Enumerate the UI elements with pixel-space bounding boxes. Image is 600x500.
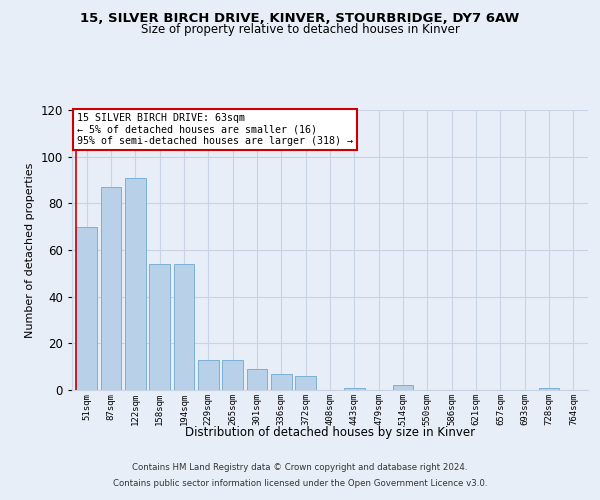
Bar bbox=[539, 388, 559, 390]
Bar bbox=[344, 388, 365, 390]
Bar bbox=[198, 360, 218, 390]
Y-axis label: Number of detached properties: Number of detached properties bbox=[25, 162, 35, 338]
Text: Distribution of detached houses by size in Kinver: Distribution of detached houses by size … bbox=[185, 426, 475, 439]
Text: Contains public sector information licensed under the Open Government Licence v3: Contains public sector information licen… bbox=[113, 478, 487, 488]
Bar bbox=[173, 264, 194, 390]
Text: Contains HM Land Registry data © Crown copyright and database right 2024.: Contains HM Land Registry data © Crown c… bbox=[132, 464, 468, 472]
Bar bbox=[271, 374, 292, 390]
Text: 15, SILVER BIRCH DRIVE, KINVER, STOURBRIDGE, DY7 6AW: 15, SILVER BIRCH DRIVE, KINVER, STOURBRI… bbox=[80, 12, 520, 26]
Bar bbox=[295, 376, 316, 390]
Bar bbox=[222, 360, 243, 390]
Bar bbox=[247, 369, 268, 390]
Bar bbox=[149, 264, 170, 390]
Bar bbox=[76, 226, 97, 390]
Text: Size of property relative to detached houses in Kinver: Size of property relative to detached ho… bbox=[140, 22, 460, 36]
Bar bbox=[125, 178, 146, 390]
Text: 15 SILVER BIRCH DRIVE: 63sqm
← 5% of detached houses are smaller (16)
95% of sem: 15 SILVER BIRCH DRIVE: 63sqm ← 5% of det… bbox=[77, 113, 353, 146]
Bar bbox=[392, 386, 413, 390]
Bar bbox=[101, 187, 121, 390]
